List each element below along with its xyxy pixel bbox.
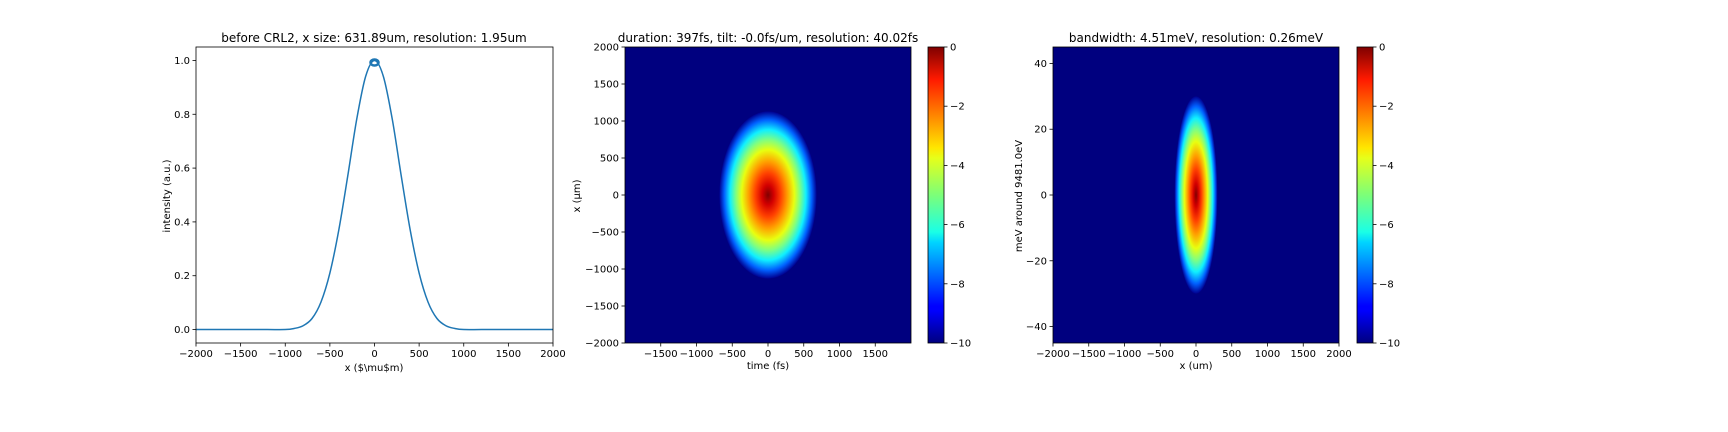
- x-axis-label: x (um): [1180, 361, 1213, 372]
- x-tick-label: 1500: [496, 349, 521, 360]
- colorbar-tick-label: 0: [1379, 43, 1385, 54]
- x-tick-label: −1000: [680, 349, 714, 360]
- colorbar-tick-label: −8: [950, 279, 965, 290]
- x-axis-label: time (fs): [747, 361, 789, 372]
- x-tick-label: 2000: [540, 349, 565, 360]
- series-peak-noise: [369, 58, 380, 67]
- x-axis-label: x ($\mu$m): [345, 363, 404, 374]
- colorbar-tick-label: −8: [1379, 279, 1394, 290]
- plot-frame: [1052, 46, 1340, 344]
- colorbar-tick-label: −4: [950, 161, 965, 172]
- y-axis-label: meV around 9481.0eV: [1014, 140, 1025, 252]
- y-tick-label: 0: [1041, 191, 1047, 202]
- colorbar: [1356, 46, 1374, 344]
- x-tick-label: 1000: [451, 349, 476, 360]
- colorbar-tick-label: 0: [950, 43, 956, 54]
- x-tick-label: −1000: [1108, 349, 1142, 360]
- y-tick-label: −40: [1026, 322, 1047, 333]
- y-tick-label: 1.0: [174, 56, 190, 67]
- x-tick-label: 0: [1193, 349, 1199, 360]
- x-tick-label: 500: [794, 349, 813, 360]
- x-tick-label: 2000: [1326, 349, 1351, 360]
- y-tick-label: −20: [1026, 256, 1047, 267]
- y-tick-label: 0.0: [174, 325, 190, 336]
- y-tick-label: 0.8: [174, 110, 190, 121]
- x-tick-label: 1000: [827, 349, 852, 360]
- colorbar: [927, 46, 945, 344]
- colorbar-tick-label: −10: [1379, 339, 1400, 350]
- x-tick-label: 500: [1222, 349, 1241, 360]
- x-tick-label: −1500: [644, 349, 678, 360]
- chart-title: duration: 397fs, tilt: -0.0fs/um, resolu…: [618, 31, 918, 45]
- colorbar-tick-label: −6: [950, 220, 965, 231]
- energy-heatmap: bandwidth: 4.51meV, resolution: 0.26meV …: [1014, 31, 1400, 372]
- y-tick-label: −1500: [585, 302, 619, 313]
- colorbar-tick-label: −10: [950, 339, 971, 350]
- colorbar-tick-label: −6: [1379, 220, 1394, 231]
- x-tick-label: −500: [719, 349, 746, 360]
- x-tick-label: −2000: [179, 349, 213, 360]
- y-tick-label: 500: [600, 154, 619, 165]
- colorbar-tick-label: −2: [1379, 102, 1394, 113]
- y-axis-label: intensity (a.u.): [162, 159, 173, 232]
- x-tick-label: 0: [765, 349, 771, 360]
- series-line: [196, 59, 553, 331]
- x-tick-label: 1500: [1291, 349, 1316, 360]
- y-axis-label: x (μm): [572, 179, 583, 212]
- x-tick-label: 1000: [1255, 349, 1280, 360]
- intensity-line-chart: before CRL2, x size: 631.89um, resolutio…: [162, 31, 566, 374]
- y-tick-label: 0: [613, 191, 619, 202]
- heatmap-blob: [1174, 96, 1218, 294]
- y-tick-label: 1500: [594, 80, 619, 91]
- y-tick-label: 40: [1034, 59, 1047, 70]
- plot-frame: [195, 46, 554, 344]
- x-tick-label: 0: [371, 349, 377, 360]
- y-tick-label: 0.6: [174, 164, 190, 175]
- x-tick-label: 500: [410, 349, 429, 360]
- colorbar-tick-label: −2: [950, 102, 965, 113]
- plot-frame: [624, 46, 912, 344]
- x-tick-label: −500: [1147, 349, 1174, 360]
- y-tick-label: 20: [1034, 125, 1047, 136]
- x-tick-label: −2000: [1036, 349, 1070, 360]
- x-tick-label: −1500: [224, 349, 258, 360]
- y-tick-label: −2000: [585, 339, 619, 350]
- x-tick-label: −500: [316, 349, 343, 360]
- y-tick-label: 1000: [594, 117, 619, 128]
- x-tick-label: 1500: [863, 349, 888, 360]
- chart-title: before CRL2, x size: 631.89um, resolutio…: [221, 31, 527, 45]
- y-tick-label: 0.2: [174, 271, 190, 282]
- y-tick-label: −500: [592, 228, 619, 239]
- y-tick-label: 2000: [594, 43, 619, 54]
- x-tick-label: −1000: [268, 349, 302, 360]
- heatmap-blob: [719, 111, 817, 279]
- y-tick-label: 0.4: [174, 217, 190, 228]
- time-heatmap: duration: 397fs, tilt: -0.0fs/um, resolu…: [572, 31, 971, 372]
- colorbar-tick-label: −4: [1379, 161, 1394, 172]
- y-tick-label: −1000: [585, 265, 619, 276]
- chart-title: bandwidth: 4.51meV, resolution: 0.26meV: [1069, 31, 1324, 45]
- x-tick-label: −1500: [1072, 349, 1106, 360]
